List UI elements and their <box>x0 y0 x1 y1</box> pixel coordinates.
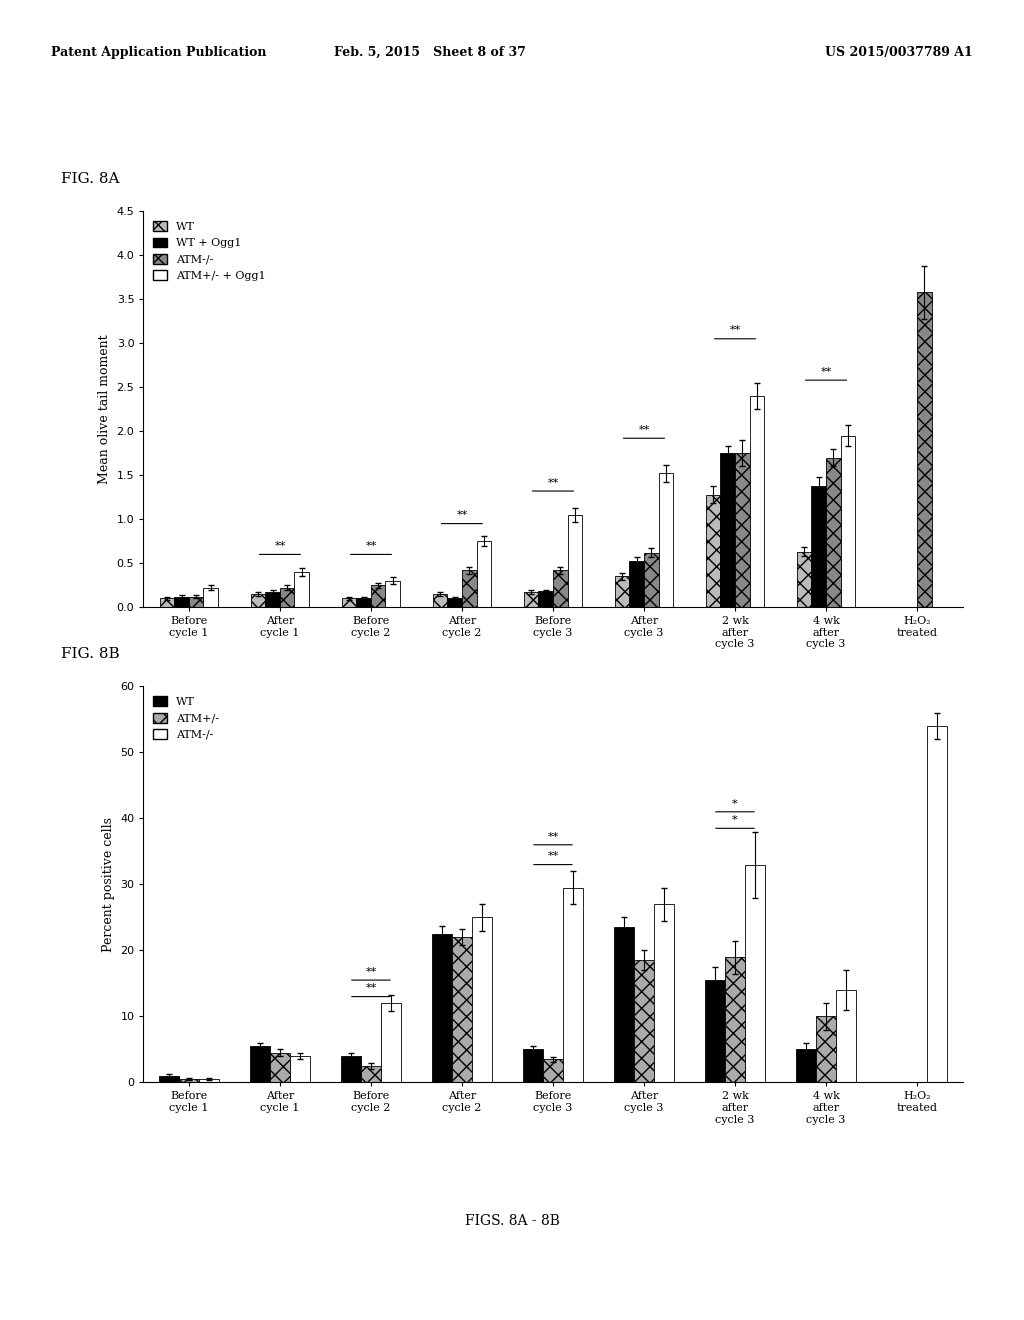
Bar <box>826 458 841 607</box>
Bar <box>280 587 295 607</box>
Bar <box>159 1076 179 1082</box>
Text: Feb. 5, 2015   Sheet 8 of 37: Feb. 5, 2015 Sheet 8 of 37 <box>334 46 526 59</box>
Bar <box>918 292 932 607</box>
Text: **: ** <box>366 541 377 550</box>
Text: **: ** <box>548 832 558 842</box>
Bar <box>341 1056 360 1082</box>
Bar <box>188 597 204 607</box>
Bar <box>371 585 385 607</box>
Y-axis label: Mean olive tail moment: Mean olive tail moment <box>98 334 111 484</box>
Legend: WT, WT + Ogg1, ATM-/-, ATM+/- + Ogg1: WT, WT + Ogg1, ATM-/-, ATM+/- + Ogg1 <box>148 216 269 285</box>
Bar <box>385 581 400 607</box>
Bar <box>811 486 826 607</box>
Text: FIGS. 8A - 8B: FIGS. 8A - 8B <box>465 1214 559 1228</box>
Bar <box>797 552 811 607</box>
Bar <box>721 453 735 607</box>
Bar <box>927 726 947 1082</box>
Bar <box>160 598 174 607</box>
Bar <box>750 396 764 607</box>
Bar <box>447 598 462 607</box>
Bar <box>706 495 721 607</box>
Legend: WT, ATM+/-, ATM-/-: WT, ATM+/-, ATM-/- <box>148 692 223 744</box>
Bar <box>658 474 673 607</box>
Bar <box>476 541 492 607</box>
Bar <box>265 593 280 607</box>
Bar <box>290 1056 310 1082</box>
Bar <box>543 1059 563 1082</box>
Bar <box>523 1049 543 1082</box>
Bar <box>250 1045 270 1082</box>
Bar <box>204 587 218 607</box>
Bar <box>836 990 856 1082</box>
Bar <box>614 577 630 607</box>
Bar <box>524 593 539 607</box>
Bar <box>796 1049 816 1082</box>
Y-axis label: Percent positive cells: Percent positive cells <box>101 817 115 952</box>
Bar <box>735 453 750 607</box>
Bar <box>539 591 553 607</box>
Text: **: ** <box>548 851 558 862</box>
Bar <box>342 598 356 607</box>
Text: *: * <box>732 799 738 808</box>
Bar <box>462 570 476 607</box>
Bar <box>199 1080 219 1082</box>
Text: **: ** <box>820 367 831 376</box>
Bar <box>614 927 634 1082</box>
Bar <box>356 598 371 607</box>
Bar <box>295 572 309 607</box>
Bar <box>634 961 654 1082</box>
Bar <box>381 1003 401 1082</box>
Bar <box>705 979 725 1082</box>
Text: **: ** <box>366 983 377 993</box>
Bar <box>452 937 472 1082</box>
Bar <box>630 561 644 607</box>
Text: Patent Application Publication: Patent Application Publication <box>51 46 266 59</box>
Bar <box>174 597 188 607</box>
Bar <box>567 515 582 607</box>
Bar <box>816 1016 836 1082</box>
Text: **: ** <box>548 478 558 487</box>
Bar <box>644 553 658 607</box>
Text: **: ** <box>729 325 740 335</box>
Bar <box>841 436 855 607</box>
Bar <box>654 904 674 1082</box>
Text: FIG. 8A: FIG. 8A <box>61 172 120 186</box>
Text: **: ** <box>457 510 468 520</box>
Bar <box>270 1053 290 1082</box>
Text: *: * <box>732 814 738 825</box>
Bar <box>251 594 265 607</box>
Text: US 2015/0037789 A1: US 2015/0037789 A1 <box>825 46 973 59</box>
Bar <box>745 865 765 1082</box>
Text: FIG. 8B: FIG. 8B <box>61 647 120 661</box>
Text: **: ** <box>366 966 377 977</box>
Bar <box>725 957 745 1082</box>
Text: **: ** <box>274 541 286 550</box>
Bar <box>360 1067 381 1082</box>
Bar <box>432 935 452 1082</box>
Text: **: ** <box>638 425 649 434</box>
Bar <box>553 570 567 607</box>
Bar <box>472 917 492 1082</box>
Bar <box>433 594 447 607</box>
Bar <box>563 888 583 1082</box>
Bar <box>179 1080 199 1082</box>
